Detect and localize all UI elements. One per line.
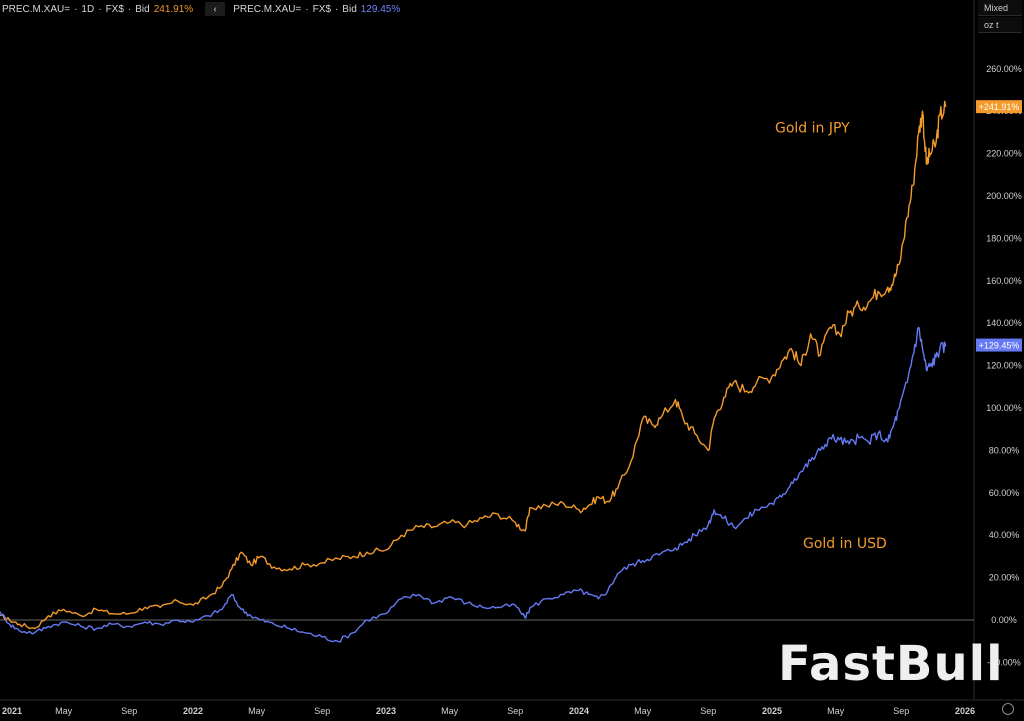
annotation-jpy: Gold in JPY: [775, 120, 850, 136]
legend-jpy-source: FX$: [105, 3, 124, 15]
y-tick-label: 200.00%: [986, 191, 1022, 201]
y-tick-label: 20.00%: [989, 573, 1020, 583]
legend-usd-source: FX$: [312, 3, 331, 15]
settings-gear-icon[interactable]: [1002, 703, 1014, 715]
x-tick-label: May: [248, 706, 266, 716]
y-tick-label: 180.00%: [986, 233, 1022, 243]
x-tick-label: Sep: [700, 706, 716, 716]
last-value-label-usd: +129.45%: [979, 341, 1020, 351]
legend-jpy-interval: 1D: [81, 3, 95, 15]
last-value-badge-usd: [976, 338, 1022, 352]
x-tick-label: May: [827, 706, 845, 716]
x-tick-label: May: [634, 706, 652, 716]
y-tick-label: -20.00%: [987, 657, 1021, 667]
series-line-jpy: [0, 100, 947, 630]
series-line-usd: [0, 326, 947, 643]
legend-series-jpy[interactable]: PREC.M.XAU= · 1D · FX$ · Bid 241.91%: [2, 3, 194, 15]
legend-usd-value: 129.45%: [360, 3, 401, 15]
y-tick-label: 80.00%: [989, 445, 1020, 455]
x-tick-label: 2024: [569, 706, 589, 716]
y-tick-label: 220.00%: [986, 149, 1022, 159]
x-tick-label: 2026: [955, 706, 975, 716]
y-tick-label: 0.00%: [991, 615, 1017, 625]
x-tick-label: May: [55, 706, 73, 716]
y-tick-label: 120.00%: [986, 361, 1022, 371]
watermark-logo: FastBull: [778, 636, 1004, 692]
y-tick-label: 60.00%: [989, 488, 1020, 498]
y-tick-label: 160.00%: [986, 276, 1022, 286]
last-value-badge-jpy: [976, 100, 1022, 114]
y-tick-label: 260.00%: [986, 64, 1022, 74]
scale-mode-select[interactable]: Mixed: [978, 0, 1022, 16]
legend-usd-symbol: PREC.M.XAU=: [233, 3, 302, 15]
y-tick-label: 40.00%: [989, 530, 1020, 540]
x-tick-label: 2022: [183, 706, 203, 716]
x-tick-label: 2025: [762, 706, 782, 716]
x-tick-label: May: [441, 706, 459, 716]
last-value-label-jpy: +241.91%: [979, 102, 1020, 112]
annotation-usd: Gold in USD: [803, 536, 887, 552]
legend-series-usd[interactable]: PREC.M.XAU= · FX$ · Bid 129.45%: [233, 3, 401, 15]
y-tick-label: 140.00%: [986, 318, 1022, 328]
y-tick-label: 100.00%: [986, 403, 1022, 413]
legend-usd-field: Bid: [342, 3, 357, 15]
legend-jpy-value: 241.91%: [153, 3, 194, 15]
legend-jpy-symbol: PREC.M.XAU=: [2, 3, 71, 15]
unit-select[interactable]: oz t: [978, 17, 1022, 33]
x-tick-label: Sep: [507, 706, 523, 716]
x-tick-label: Sep: [314, 706, 330, 716]
legend-bar: PREC.M.XAU= · 1D · FX$ · Bid 241.91% ‹ P…: [0, 0, 406, 18]
x-tick-label: 2021: [2, 706, 22, 716]
x-tick-label: Sep: [121, 706, 137, 716]
collapse-legend-icon[interactable]: ‹: [205, 2, 226, 16]
x-tick-label: 2023: [376, 706, 396, 716]
legend-jpy-field: Bid: [135, 3, 150, 15]
x-tick-label: Sep: [893, 706, 909, 716]
